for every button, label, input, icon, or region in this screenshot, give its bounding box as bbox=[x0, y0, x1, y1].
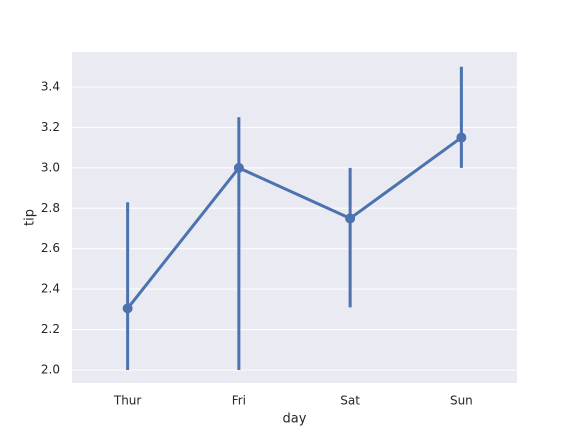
plot-area bbox=[72, 52, 517, 383]
x-tick-label: Sun bbox=[450, 394, 473, 408]
x-axis-label: day bbox=[283, 412, 307, 427]
y-tick-label: 2.8 bbox=[41, 201, 60, 215]
x-tick-label: Thur bbox=[113, 394, 142, 408]
y-tick-label: 3.4 bbox=[41, 79, 60, 93]
y-tick-label: 2.4 bbox=[41, 282, 60, 296]
y-tick-label: 2.2 bbox=[41, 322, 60, 336]
line bbox=[126, 136, 463, 310]
y-tick-label: 3.2 bbox=[41, 120, 60, 134]
y-tick-label: 2.0 bbox=[41, 363, 60, 377]
y-axis-label: tip bbox=[23, 209, 38, 226]
x-tick-label: Fri bbox=[232, 394, 246, 408]
point bbox=[456, 132, 467, 143]
point bbox=[345, 213, 356, 224]
y-tick-label: 2.6 bbox=[41, 241, 60, 255]
point bbox=[233, 162, 244, 173]
point bbox=[122, 303, 133, 314]
x-tick-label: Sat bbox=[340, 394, 360, 408]
y-tick-label: 3.0 bbox=[41, 160, 60, 174]
